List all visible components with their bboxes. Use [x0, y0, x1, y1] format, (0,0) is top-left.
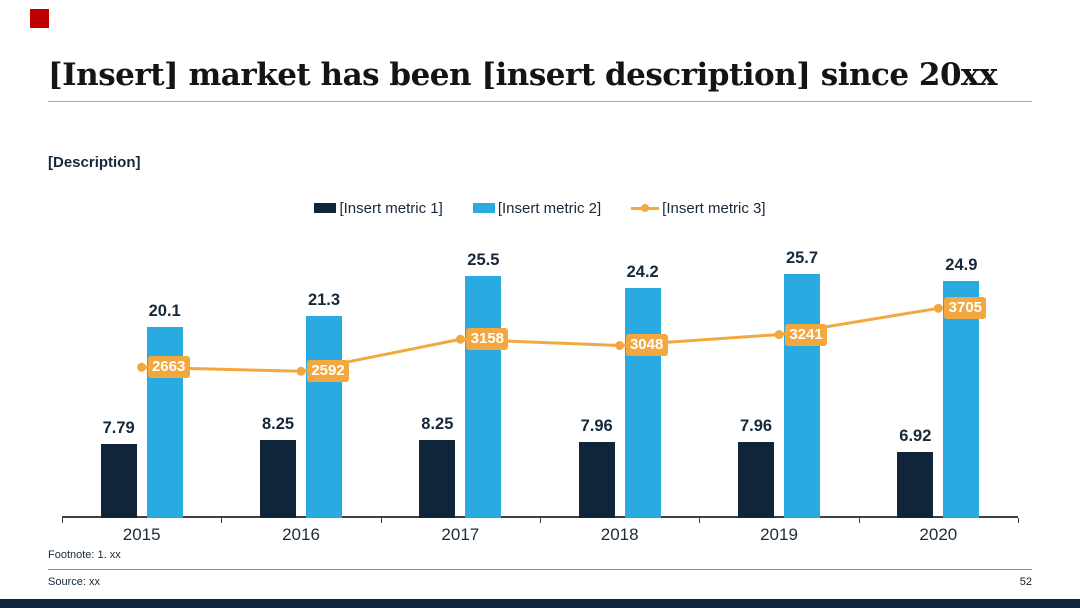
legend-label-metric2: [Insert metric 2]	[497, 199, 602, 217]
x-axis-tick	[380, 518, 382, 523]
bar-metric2-2018	[624, 288, 661, 518]
x-axis-label-2020: 2020	[919, 525, 958, 544]
metric3-marker-2016	[296, 366, 306, 376]
bar-label-metric1-2017: 8.25	[421, 414, 454, 433]
bar-label-metric1-2020: 6.92	[899, 427, 932, 446]
metric3-marker-2017	[455, 334, 465, 344]
bar-label-metric1-2016: 8.25	[261, 414, 295, 433]
x-axis-label-2017: 2017	[441, 525, 480, 544]
x-axis-tick	[221, 518, 223, 523]
bar-label-metric2-2017: 25.5	[467, 250, 500, 269]
bar-metric1-2016	[260, 439, 296, 518]
metric1-bar-swatch-icon	[314, 203, 337, 213]
bar-label-metric1-2015: 7.79	[102, 418, 135, 437]
metric3-marker-2020	[933, 303, 943, 313]
title-divider	[48, 101, 1032, 102]
bar-metric1-2018	[578, 442, 615, 518]
bar-metric2-2017	[465, 275, 502, 518]
bar-label-metric2-2019: 25.7	[785, 248, 819, 267]
metric3-marker-dot	[641, 204, 650, 212]
line-label-metric3-2019: 3241	[785, 323, 827, 346]
x-axis-label-2015: 2015	[122, 525, 161, 544]
chart-legend: [Insert metric 1] [Insert metric 2] [Ins…	[0, 197, 1080, 219]
bar-metric2-2016	[306, 315, 342, 518]
legend-item-metric2: [Insert metric 2]	[472, 199, 602, 217]
x-axis-line	[62, 516, 1018, 518]
source-text: Source: xx	[48, 576, 100, 588]
x-axis-tick	[1018, 518, 1019, 523]
page-number: 52	[1019, 576, 1032, 588]
metric3-marker-2018	[615, 340, 625, 350]
bar-label-metric1-2019: 7.96	[739, 417, 773, 436]
legend-label-metric1: [Insert metric 1]	[339, 199, 443, 217]
line-label-metric3-2016: 2592	[307, 360, 349, 383]
footnote-text: Footnote: 1. xx	[48, 549, 121, 561]
bar-label-metric2-2016: 21.3	[307, 290, 341, 309]
line-label-metric3-2017: 3158	[466, 328, 509, 351]
x-axis-label-2018: 2018	[600, 525, 639, 544]
line-label-metric3-2018: 3048	[625, 334, 668, 357]
metric3-marker-2019	[774, 330, 784, 340]
legend-item-metric1: [Insert metric 1]	[314, 199, 443, 217]
bar-label-metric2-2018: 24.2	[626, 263, 659, 282]
footer-accent-bar	[0, 599, 1080, 608]
bar-metric1-2020	[897, 452, 934, 518]
line-label-metric3-2015: 2663	[147, 356, 190, 379]
chart-description-label: [Description]	[48, 154, 141, 171]
metric2-bar-swatch-icon	[472, 203, 495, 213]
bar-metric1-2015	[100, 443, 137, 518]
page-title: [Insert] market has been [insert descrip…	[48, 57, 998, 93]
brand-accent-square	[30, 9, 49, 28]
x-axis-tick	[540, 518, 541, 523]
bar-metric1-2017	[419, 439, 456, 518]
metric3-line-marker-icon	[631, 204, 660, 212]
bar-label-metric1-2018: 7.96	[580, 417, 613, 436]
x-axis-tick	[858, 518, 860, 523]
footer-divider	[48, 569, 1032, 570]
metric3-marker-2015	[137, 362, 147, 372]
x-axis-tick	[62, 518, 63, 523]
bar-metric2-2019	[784, 273, 820, 518]
line-label-metric3-2020: 3705	[944, 297, 987, 320]
bar-label-metric2-2015: 20.1	[148, 302, 181, 321]
legend-item-metric3: [Insert metric 3]	[631, 199, 766, 217]
x-axis-tick	[699, 518, 701, 523]
x-axis-label-2016: 2016	[282, 525, 320, 544]
legend-label-metric3: [Insert metric 3]	[662, 199, 766, 217]
bar-metric1-2019	[738, 442, 774, 518]
bar-metric2-2020	[943, 281, 980, 518]
bar-label-metric2-2020: 24.9	[945, 256, 978, 275]
x-axis-label-2019: 2019	[760, 525, 798, 544]
